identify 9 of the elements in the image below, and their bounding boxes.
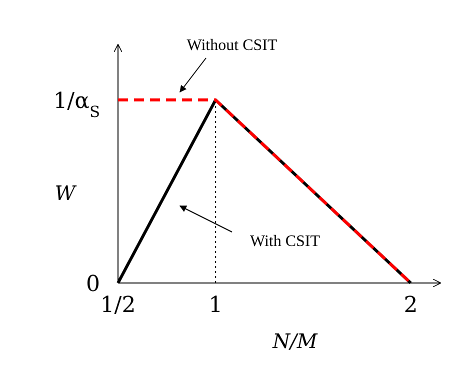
x-tick-label: 2 <box>404 293 418 318</box>
x-tick-label: 1/2 <box>100 293 136 318</box>
x-axis-title: N/M <box>272 329 318 353</box>
y-axis-title: W <box>54 181 77 205</box>
x-tick-label: 1 <box>208 293 223 318</box>
text: Without CSIT <box>186 37 278 54</box>
series-label: With CSIT <box>250 233 320 250</box>
y-tick-label: 0 <box>86 272 100 297</box>
y-tick-label: 1/α$_{S}$ <box>53 88 100 121</box>
